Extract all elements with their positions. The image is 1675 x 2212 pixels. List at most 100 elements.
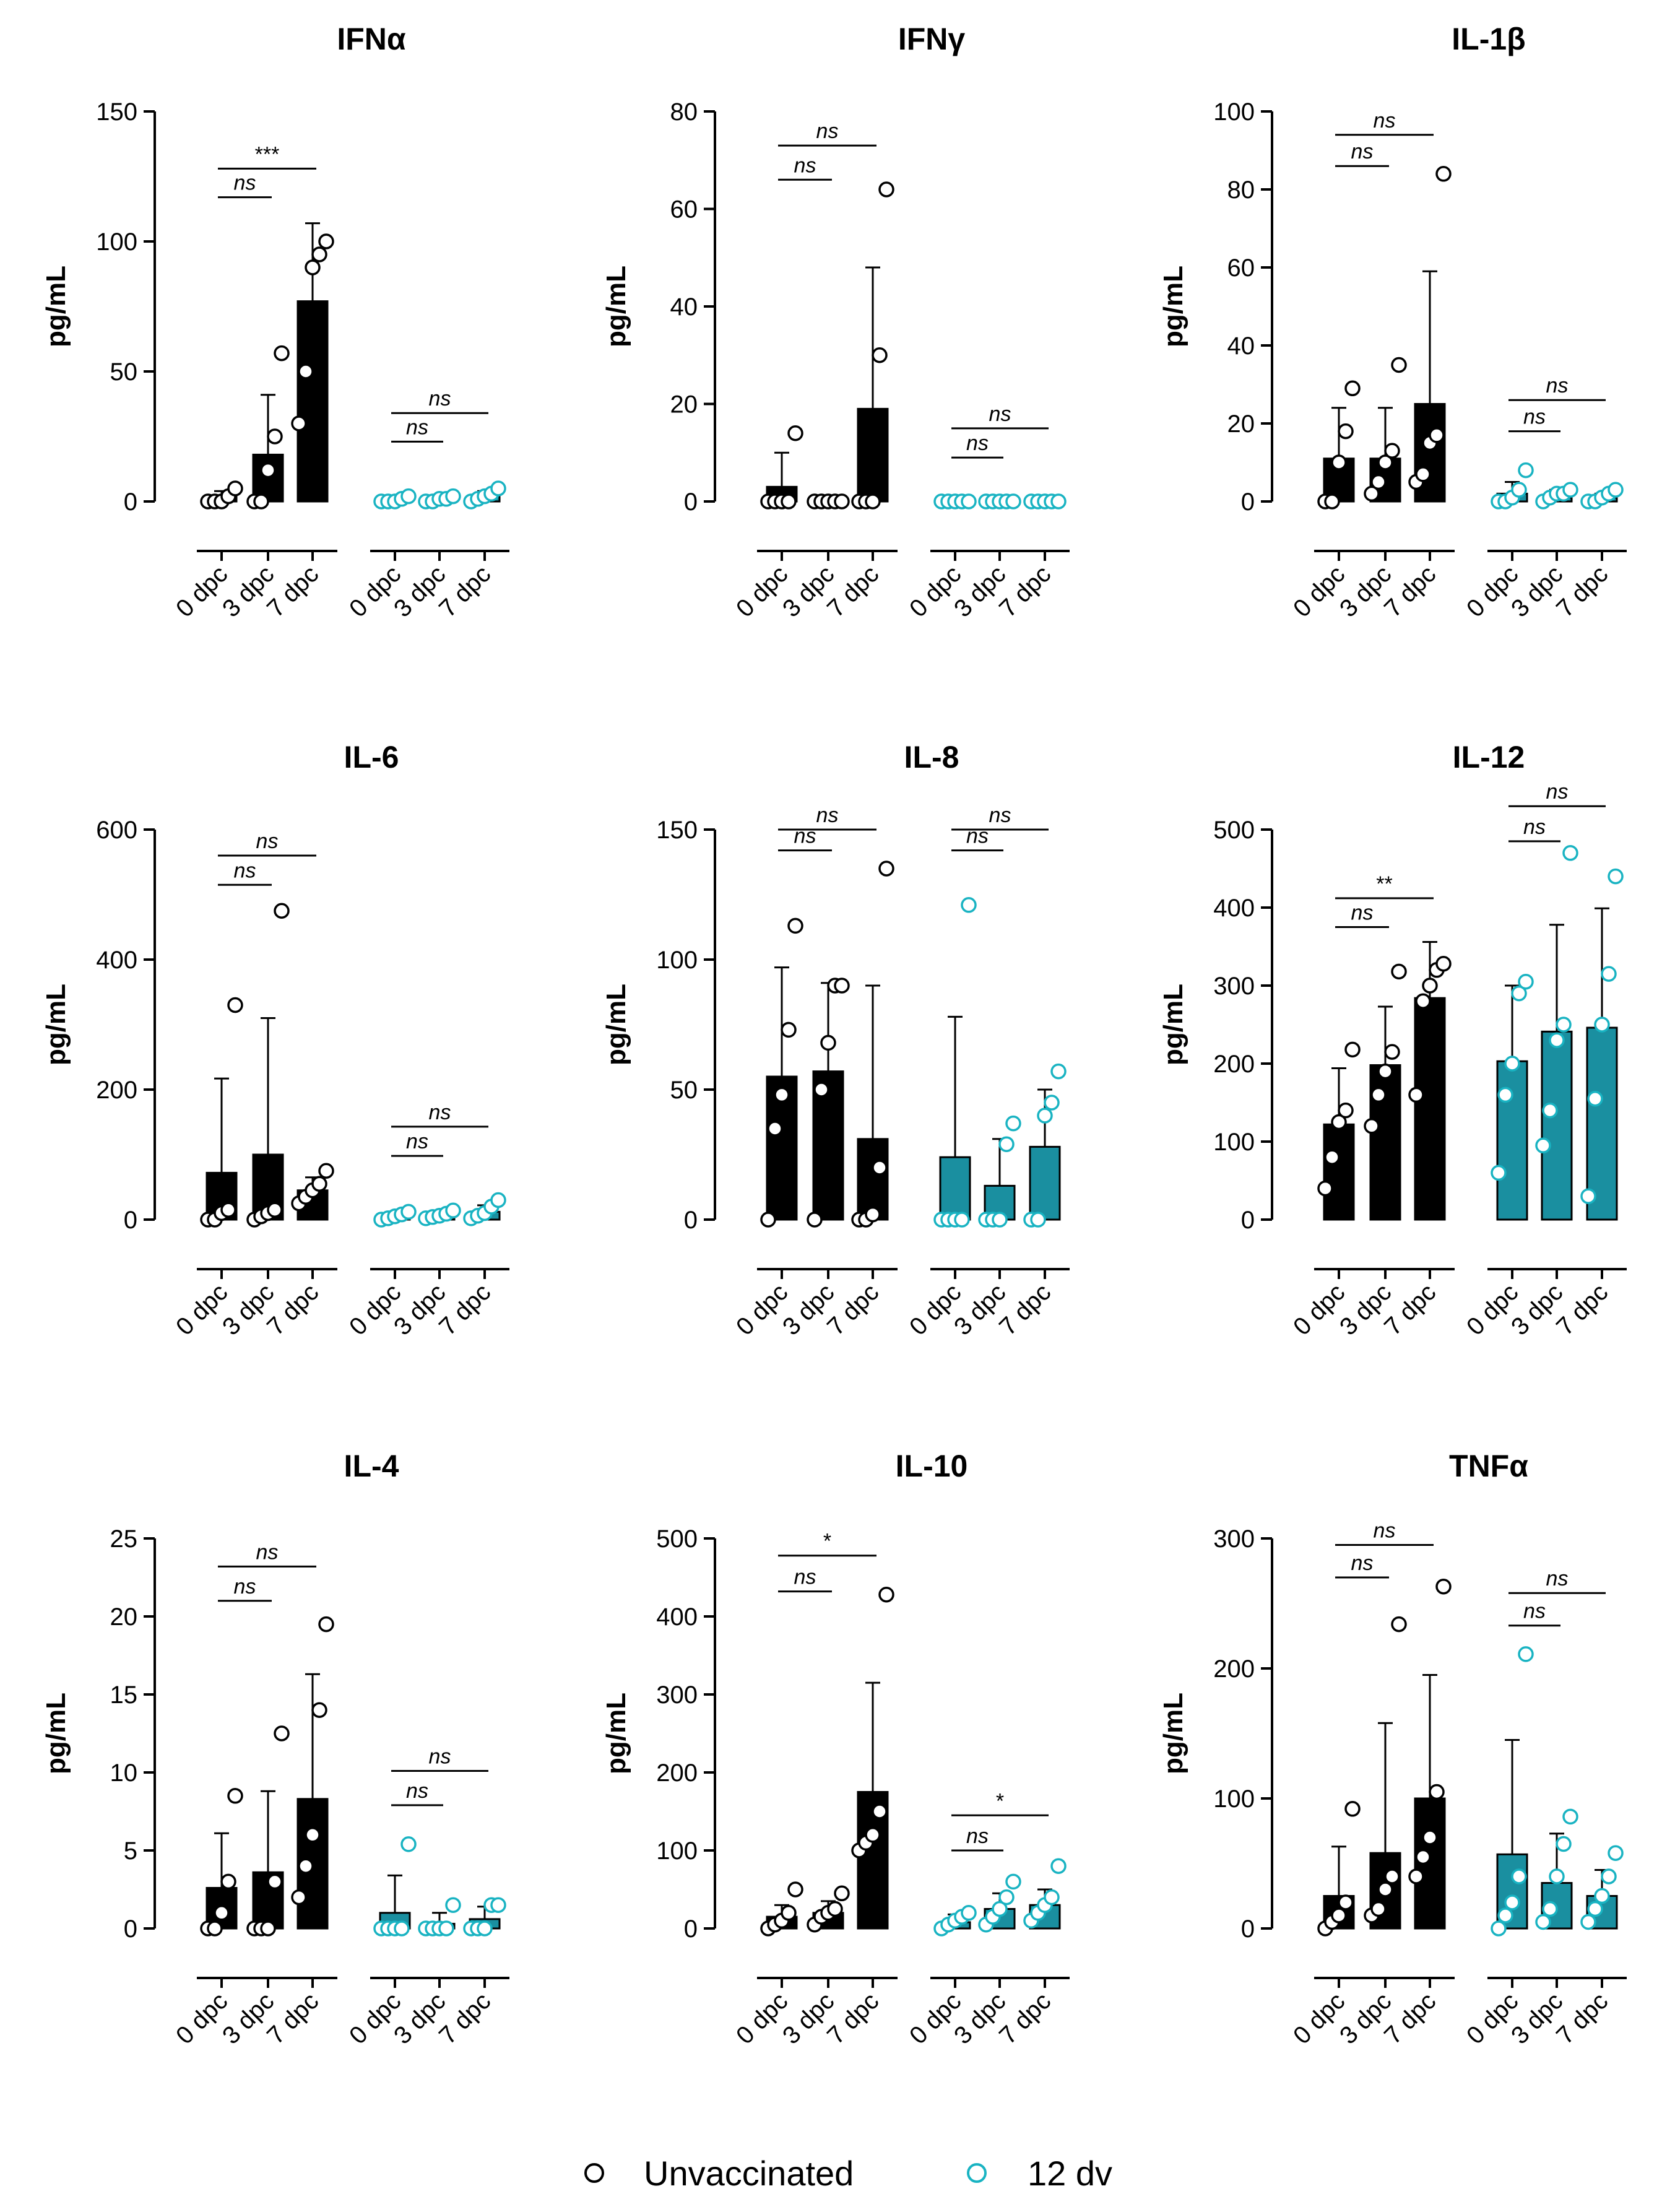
- y-tick-label: 60: [1227, 254, 1255, 282]
- x-tick-label: 7 dpc: [262, 1278, 324, 1340]
- significance-label: ns: [406, 1130, 428, 1153]
- point-12dv: [954, 1212, 970, 1228]
- panel-title: IL-1β: [1452, 22, 1525, 56]
- significance-label: ns: [966, 825, 989, 848]
- point-unvaccinated: [1422, 978, 1438, 994]
- x-tick-label: 0 dpc: [171, 1987, 233, 2049]
- legend-marker-unvaccinated: [584, 2163, 604, 2183]
- point-unvaccinated: [1391, 357, 1407, 373]
- x-tick-label: 7 dpc: [1379, 1278, 1441, 1340]
- bar-unvaccinated: [1323, 1123, 1355, 1221]
- point-12dv: [1491, 1165, 1507, 1181]
- point-12dv: [1542, 1102, 1558, 1119]
- x-tick-label: 0 dpc: [1288, 1278, 1350, 1340]
- significance-label: ns: [1546, 780, 1569, 804]
- point-12dv: [1511, 1868, 1527, 1885]
- point-12dv: [1542, 1901, 1558, 1917]
- significance-label: *: [996, 1789, 1004, 1813]
- y-tick-label: 25: [110, 1525, 138, 1553]
- y-tick-label: 100: [1213, 1129, 1255, 1156]
- x-tick-label: 3 dpc: [217, 1987, 279, 2049]
- bar-unvaccinated: [296, 300, 329, 503]
- significance-label: ns: [429, 1101, 451, 1124]
- point-unvaccinated: [878, 1586, 894, 1603]
- point-unvaccinated: [274, 1725, 290, 1741]
- point-unvaccinated: [781, 1021, 797, 1038]
- point-unvaccinated: [311, 1176, 327, 1192]
- point-12dv: [998, 1889, 1015, 1906]
- point-12dv: [394, 1920, 410, 1937]
- point-unvaccinated: [872, 1803, 888, 1819]
- y-tick-label: 300: [1213, 1525, 1255, 1553]
- point-unvaccinated: [305, 1827, 321, 1843]
- point-12dv: [1050, 1858, 1067, 1874]
- point-unvaccinated: [298, 1858, 314, 1874]
- x-tick-label: 7 dpc: [822, 1987, 884, 2049]
- point-unvaccinated: [1344, 1041, 1361, 1058]
- point-12dv: [1050, 493, 1067, 510]
- x-tick-label: 3 dpc: [1335, 1278, 1396, 1340]
- point-unvaccinated: [865, 1206, 881, 1223]
- y-tick-label: 0: [684, 1915, 698, 1943]
- point-unvaccinated: [1344, 1801, 1361, 1817]
- legend-label-12dv: 12 dv: [1028, 2154, 1112, 2193]
- point-12dv: [1037, 1108, 1053, 1124]
- panel-title: IL-10: [896, 1449, 968, 1483]
- point-unvaccinated: [1435, 1578, 1452, 1595]
- point-12dv: [490, 1192, 506, 1208]
- x-tick-label: 3 dpc: [777, 560, 839, 622]
- point-unvaccinated: [827, 1901, 843, 1917]
- x-tick-label: 3 dpc: [949, 1987, 1011, 2049]
- x-tick-label: 3 dpc: [1506, 1278, 1568, 1340]
- y-tick-label: 200: [656, 1759, 698, 1787]
- point-unvaccinated: [298, 363, 314, 380]
- point-unvaccinated: [318, 233, 334, 249]
- point-unvaccinated: [1331, 1114, 1347, 1130]
- point-unvaccinated: [834, 1885, 850, 1902]
- point-12dv: [400, 1204, 417, 1220]
- panel-title: IFNα: [337, 22, 406, 56]
- point-unvaccinated: [267, 1202, 283, 1218]
- legend-label-unvaccinated: Unvaccinated: [644, 2154, 854, 2193]
- x-tick-label: 0 dpc: [1461, 560, 1523, 622]
- point-unvaccinated: [267, 428, 283, 445]
- point-12dv: [1549, 1032, 1565, 1048]
- x-tick-label: 0 dpc: [1461, 1987, 1523, 2049]
- y-tick-label: 200: [1213, 1655, 1255, 1683]
- point-12dv: [1518, 973, 1534, 990]
- point-unvaccinated: [1435, 955, 1452, 972]
- point-12dv: [445, 488, 461, 505]
- point-12dv: [1497, 1907, 1513, 1924]
- y-tick-label: 400: [656, 1603, 698, 1631]
- y-axis-label: pg/mL: [41, 266, 71, 347]
- y-tick-label: 100: [1213, 98, 1255, 126]
- point-unvaccinated: [1324, 1149, 1340, 1165]
- point-unvaccinated: [807, 1212, 823, 1228]
- point-unvaccinated: [865, 493, 881, 510]
- y-tick-label: 60: [670, 196, 698, 223]
- point-unvaccinated: [781, 493, 797, 510]
- point-unvaccinated: [214, 1905, 230, 1921]
- point-unvaccinated: [1364, 1118, 1380, 1134]
- y-tick-label: 0: [124, 1207, 137, 1234]
- y-tick-label: 50: [110, 358, 138, 386]
- significance-label: ns: [794, 1566, 816, 1589]
- x-tick-label: 3 dpc: [949, 560, 1011, 622]
- significance-label: ns: [256, 830, 279, 853]
- x-tick-label: 3 dpc: [777, 1987, 839, 2049]
- y-tick-label: 200: [1213, 1051, 1255, 1078]
- significance-label: ns: [966, 432, 989, 455]
- point-unvaccinated: [1415, 993, 1431, 1009]
- point-unvaccinated: [834, 978, 850, 994]
- point-unvaccinated: [311, 1702, 327, 1718]
- point-12dv: [1594, 1888, 1610, 1904]
- point-12dv: [992, 1901, 1008, 1917]
- y-tick-label: 50: [670, 1077, 698, 1104]
- point-12dv: [1005, 1873, 1021, 1890]
- significance-label: ns: [989, 804, 1011, 827]
- y-tick-label: 40: [670, 293, 698, 321]
- point-unvaccinated: [767, 1121, 783, 1137]
